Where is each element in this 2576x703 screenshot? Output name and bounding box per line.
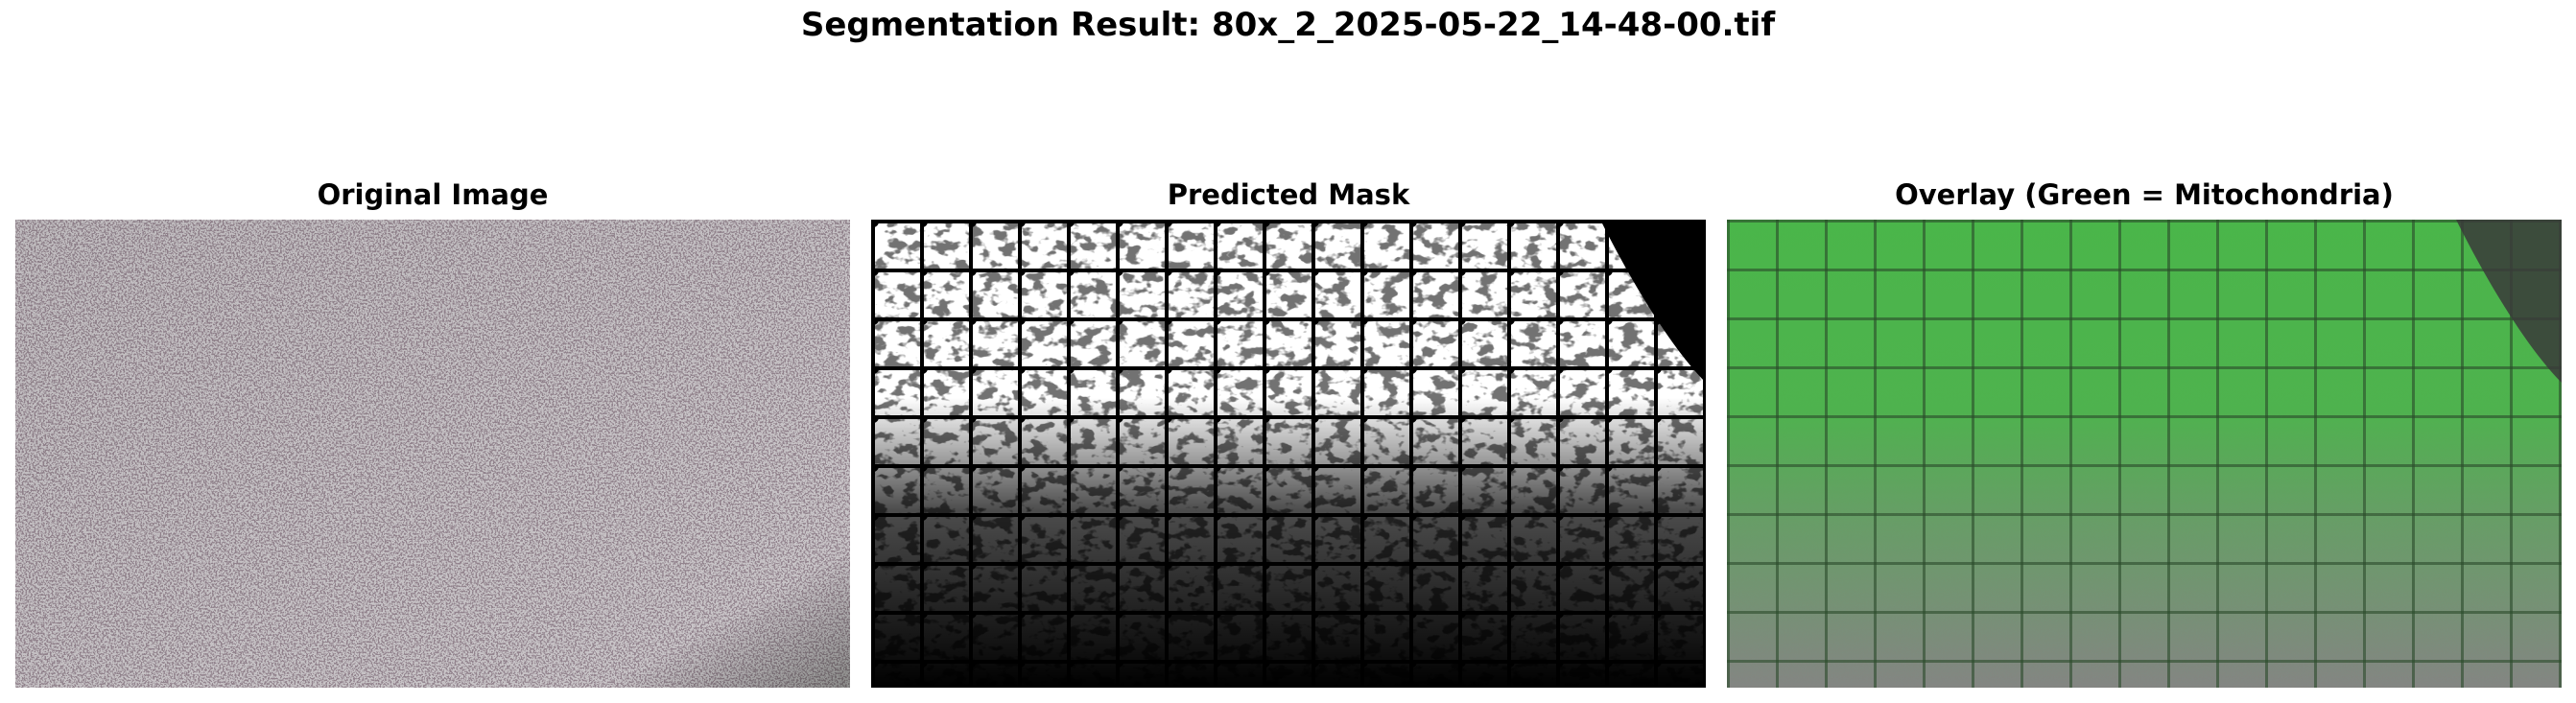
panel-title-original: Original Image bbox=[317, 178, 549, 211]
original-image bbox=[15, 220, 850, 688]
figure-title: Segmentation Result: 80x_2_2025-05-22_14… bbox=[800, 6, 1776, 44]
predicted-mask-image bbox=[871, 220, 1706, 688]
overlay-image bbox=[1727, 220, 2562, 688]
panel-title-overlay: Overlay (Green = Mitochondria) bbox=[1895, 178, 2394, 211]
panel-title-mask: Predicted Mask bbox=[1167, 178, 1410, 211]
